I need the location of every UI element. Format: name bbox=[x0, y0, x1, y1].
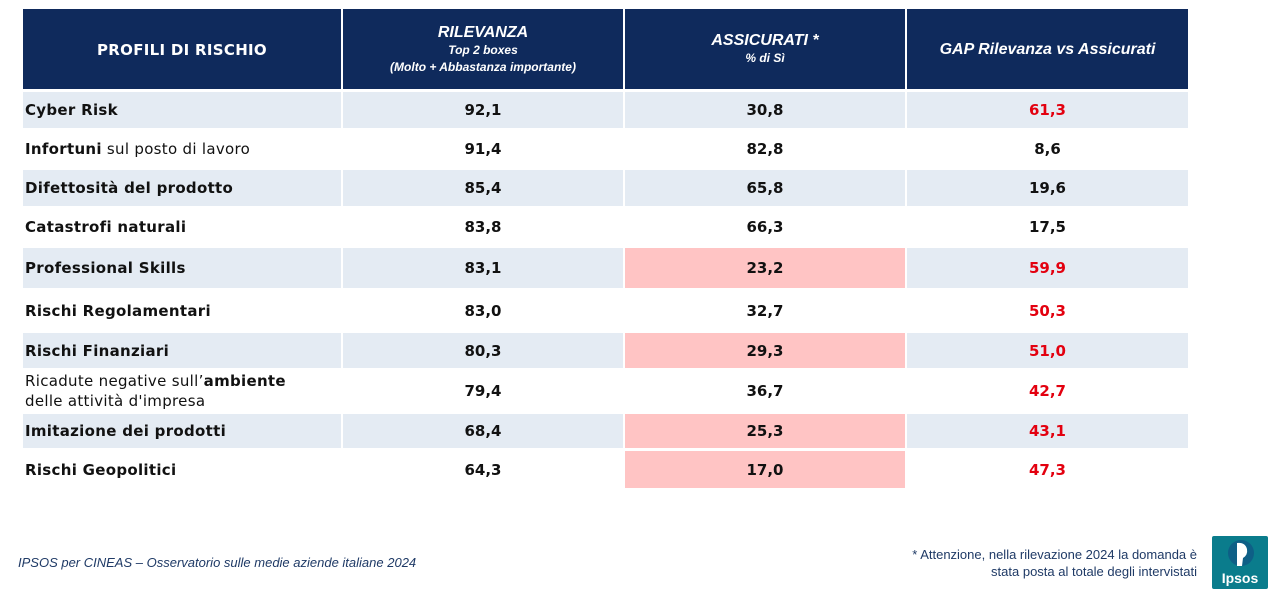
table-row: Cyber Risk 92,1 30,8 61,3 bbox=[23, 89, 1188, 130]
risk-name-cell: Catastrofi naturali bbox=[23, 206, 343, 247]
risk-name-text: Professional Skills bbox=[25, 259, 186, 277]
header-insured-subtitle: % di Sì bbox=[745, 51, 785, 65]
table-header-row: PROFILI DI RISCHIO RILEVANZA Top 2 boxes… bbox=[23, 9, 1188, 91]
header-relevance-title: RILEVANZA bbox=[437, 23, 529, 41]
gap-value-cell: 19,6 bbox=[906, 167, 1188, 208]
relevance-value-cell: 80,3 bbox=[342, 330, 625, 370]
risk-name-cell: Difettosità del prodotto bbox=[23, 167, 343, 208]
risk-name-cell: Infortuni sul posto di lavoro bbox=[23, 128, 343, 169]
ipsos-logo-icon bbox=[1228, 540, 1254, 566]
table-row: Rischi Regolamentari 83,0 32,7 50,3 bbox=[23, 288, 1188, 332]
risk-name-text: delle attività d'impresa bbox=[25, 392, 206, 410]
table-row: Infortuni sul posto di lavoro 91,4 82,8 8,6 bbox=[23, 128, 1188, 169]
insured-value-cell: 82,8 bbox=[624, 128, 907, 169]
risk-profiles-table: PROFILI DI RISCHIO RILEVANZA Top 2 boxes… bbox=[23, 9, 1188, 488]
relevance-value-cell: 64,3 bbox=[342, 448, 625, 488]
table-row: Difettosità del prodotto 85,4 65,8 19,6 bbox=[23, 167, 1188, 208]
risk-name-text: Rischi Finanziari bbox=[25, 341, 170, 360]
header-gap: GAP Rilevanza vs Assicurati bbox=[906, 9, 1188, 91]
insured-value-cell: 36,7 bbox=[624, 368, 907, 413]
risk-name-text: Catastrofi naturali bbox=[25, 218, 187, 236]
risk-name-text: Ricadute negative sull’ bbox=[25, 372, 204, 390]
table-row: Catastrofi naturali 83,8 66,3 17,5 bbox=[23, 206, 1188, 247]
source-caption: IPSOS per CINEAS – Osservatorio sulle me… bbox=[18, 555, 417, 570]
table-row: Imitazione dei prodotti 68,4 25,3 43,1 bbox=[23, 411, 1188, 450]
risk-name-text: Infortuni bbox=[25, 140, 102, 158]
header-insured-title: ASSICURATI * bbox=[711, 32, 819, 49]
insured-value-cell: 23,2 bbox=[624, 245, 907, 290]
header-relevance-subtitle: Top 2 boxes bbox=[448, 42, 518, 57]
risk-name-text: Cyber Risk bbox=[25, 101, 118, 119]
relevance-value-cell: 79,4 bbox=[342, 368, 625, 413]
risk-name-cell: Rischi Regolamentari bbox=[23, 288, 343, 332]
insured-value-cell: 25,3 bbox=[624, 411, 907, 450]
insured-value-cell: 17,0 bbox=[624, 448, 907, 488]
header-profiles-label: PROFILI DI RISCHIO bbox=[97, 40, 267, 59]
gap-value-cell: 47,3 bbox=[906, 448, 1188, 488]
gap-value-cell: 59,9 bbox=[906, 245, 1188, 290]
risk-name-cell: Imitazione dei prodotti bbox=[23, 411, 343, 450]
gap-value-cell: 8,6 bbox=[906, 128, 1188, 169]
header-insured: ASSICURATI * % di Sì bbox=[624, 9, 907, 91]
gap-value-cell: 43,1 bbox=[906, 411, 1188, 450]
relevance-value-cell: 83,0 bbox=[342, 288, 625, 332]
risk-name-cell: Rischi Finanziari bbox=[23, 330, 343, 370]
risk-name-text: ambiente bbox=[203, 372, 286, 390]
risk-name-cell: Rischi Geopolitici bbox=[23, 448, 343, 488]
risk-name-text: Difettosità del prodotto bbox=[25, 179, 234, 197]
relevance-value-cell: 92,1 bbox=[342, 89, 625, 130]
gap-value-cell: 61,3 bbox=[906, 89, 1188, 130]
gap-value-cell: 50,3 bbox=[906, 288, 1188, 332]
insured-value-cell: 30,8 bbox=[624, 89, 907, 130]
relevance-value-cell: 83,1 bbox=[342, 245, 625, 290]
logo-text: Ipsos bbox=[1221, 570, 1259, 586]
gap-value-cell: 17,5 bbox=[906, 206, 1188, 247]
insured-value-cell: 32,7 bbox=[624, 288, 907, 332]
footnote-line-1: * Attenzione, nella rilevazione 2024 la … bbox=[912, 547, 1197, 562]
risk-name-cell: Cyber Risk bbox=[23, 89, 343, 130]
header-gap-title: GAP Rilevanza vs Assicurati bbox=[939, 40, 1156, 58]
relevance-value-cell: 91,4 bbox=[342, 128, 625, 169]
table-row: Ricadute negative sull’ambiente delle att… bbox=[23, 368, 1188, 413]
insured-value-cell: 29,3 bbox=[624, 330, 907, 370]
insured-value-cell: 66,3 bbox=[624, 206, 907, 247]
gap-value-cell: 51,0 bbox=[906, 330, 1188, 370]
table-body: Cyber Risk 92,1 30,8 61,3 Infortuni sul post… bbox=[23, 89, 1188, 488]
relevance-value-cell: 85,4 bbox=[342, 167, 625, 208]
footnote-line-2: stata posta al totale degli intervistati bbox=[991, 564, 1197, 579]
table-row: Rischi Finanziari 80,3 29,3 51,0 bbox=[23, 330, 1188, 370]
table-row: Professional Skills 83,1 23,2 59,9 bbox=[23, 245, 1188, 290]
gap-value-cell: 42,7 bbox=[906, 368, 1188, 413]
risk-name-text: Imitazione dei prodotti bbox=[25, 422, 227, 440]
risk-name-cell: Professional Skills bbox=[23, 245, 343, 290]
risk-name-text: sul posto di lavoro bbox=[101, 140, 251, 158]
header-profiles: PROFILI DI RISCHIO bbox=[23, 9, 343, 91]
header-relevance-note: (Molto + Abbastanza importante) bbox=[390, 59, 576, 74]
relevance-value-cell: 68,4 bbox=[342, 411, 625, 450]
relevance-value-cell: 83,8 bbox=[342, 206, 625, 247]
risk-name-cell: Ricadute negative sull’ambiente delle att… bbox=[23, 368, 343, 413]
footnote: * Attenzione, nella rilevazione 2024 la … bbox=[837, 546, 1197, 580]
table-row: Rischi Geopolitici 64,3 17,0 47,3 bbox=[23, 448, 1188, 488]
risk-name-text: Rischi Geopolitici bbox=[25, 460, 177, 479]
ipsos-logo: Ipsos bbox=[1212, 536, 1268, 589]
risk-name-text: Rischi Regolamentari bbox=[25, 301, 211, 320]
insured-value-cell: 65,8 bbox=[624, 167, 907, 208]
header-relevance: RILEVANZA Top 2 boxes (Molto + Abbastanz… bbox=[342, 9, 625, 91]
